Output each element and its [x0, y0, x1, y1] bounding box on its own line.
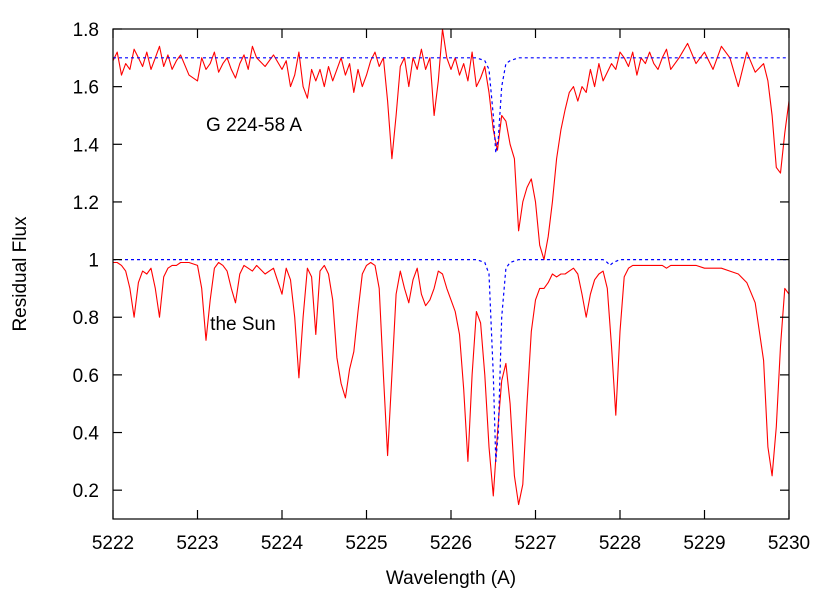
y-tick-label: 1.2	[73, 193, 99, 214]
series-line-4	[113, 57, 789, 154]
y-tick-label: 1.6	[73, 78, 99, 99]
annotation-label: the Sun	[210, 314, 275, 335]
annotations: G 224-58 A the Sun	[206, 115, 302, 335]
x-tick-label: 5222	[92, 533, 134, 554]
plot-frame	[112, 28, 790, 520]
x-tick-label: 5225	[345, 533, 387, 554]
y-axis-title: Residual Flux	[10, 216, 31, 332]
x-tick-label: 5230	[768, 533, 810, 554]
y-tick-label: 1	[88, 251, 99, 272]
annotation-label: G 224-58 A	[206, 115, 302, 136]
x-tick-label: 5228	[599, 533, 641, 554]
y-tick-label: 1.4	[73, 135, 100, 156]
y-tick-label: 0.8	[73, 308, 99, 329]
x-tick-label: 5229	[683, 533, 725, 554]
y-tick-label: 0.6	[73, 366, 99, 387]
x-tick-label: 5223	[176, 533, 218, 554]
series-line-3	[113, 259, 789, 462]
series-line-1	[113, 261, 789, 506]
series-line-2	[113, 29, 789, 261]
plot-lines	[113, 29, 789, 506]
y-tick-label: 0.4	[73, 424, 100, 445]
y-tick-label: 0.2	[73, 481, 99, 502]
x-tick-label: 5226	[430, 533, 472, 554]
y-axis-ticks: 0.2 0.4 0.6 0.8 1 1.2 1.4 1.6 1.8	[73, 20, 789, 502]
x-axis-ticks: 5222 5223 5224 5225 5226 5227 5228 5229 5230	[92, 29, 810, 554]
y-tick-label: 1.8	[73, 20, 99, 41]
x-tick-label: 5224	[261, 533, 304, 554]
x-axis-title: Wavelength (A)	[386, 568, 516, 589]
x-tick-label: 5227	[514, 533, 556, 554]
